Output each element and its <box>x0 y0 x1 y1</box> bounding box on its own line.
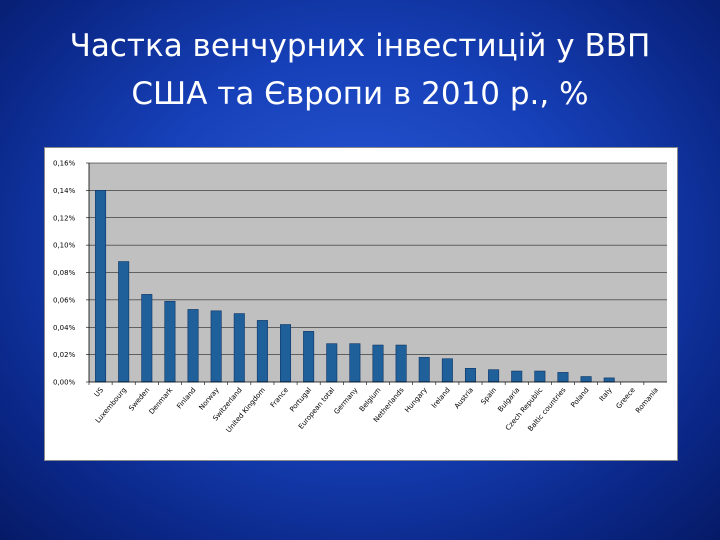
y-tick-label: 0,08% <box>53 269 76 277</box>
bar-baltic-countries <box>557 372 569 383</box>
bar-bulgaria <box>511 370 523 383</box>
bar-finland <box>187 309 199 383</box>
y-tick-label: 0,12% <box>53 214 76 222</box>
y-tick-label: 0,04% <box>53 324 76 332</box>
bar-luxembourg <box>118 261 130 383</box>
x-category-label: US <box>93 386 106 399</box>
x-category-label: Hungary <box>403 386 428 414</box>
bar-european-total <box>326 343 338 383</box>
x-category-label: Romania <box>634 386 660 415</box>
bar-portugal <box>303 331 315 383</box>
bar-chart: 0,00% 0,02% 0,04% 0,06% 0,08% 0,10% 0,12% 0,14%… <box>53 160 667 434</box>
x-category-label: Sweden <box>127 386 151 412</box>
bar-switzerland <box>233 313 245 383</box>
slide-title-line-2: США та Європи в 2010 р., % <box>131 76 589 112</box>
slide-title: Частка венчурних інвестицій у ВВП США та… <box>0 22 720 118</box>
y-tick-label: 0,14% <box>53 187 76 195</box>
slide-title-line-1: Частка венчурних інвестицій у ВВП <box>69 28 651 64</box>
y-axis-ticks: 0,00% 0,02% 0,04% 0,06% 0,08% 0,10% 0,12% 0,14%… <box>53 160 89 387</box>
x-category-label: Ireland <box>430 386 452 410</box>
bar-czech-republic <box>534 370 546 383</box>
bar-austria <box>464 368 476 383</box>
x-category-label: Spain <box>479 386 498 406</box>
x-category-label: Germany <box>333 386 360 416</box>
y-tick-label: 0,02% <box>53 351 76 359</box>
x-category-label: Greece <box>615 386 637 410</box>
chart-panel: 0,00% 0,02% 0,04% 0,06% 0,08% 0,10% 0,12% 0,14%… <box>44 147 678 461</box>
bar-ireland <box>441 358 453 383</box>
x-category-label: Austria <box>453 386 475 410</box>
y-tick-label: 0,06% <box>53 296 76 304</box>
y-tick-label: 0,00% <box>53 379 76 387</box>
x-category-label: Italy <box>598 386 614 403</box>
bar-spain <box>488 369 500 383</box>
x-category-label: Denmark <box>148 385 175 416</box>
y-tick-label: 0,10% <box>53 242 76 250</box>
bar-sweden <box>141 294 153 383</box>
bar-united-kingdom <box>256 320 268 383</box>
bar-netherlands <box>395 344 407 383</box>
bar-germany <box>349 343 361 383</box>
bar-hungary <box>418 357 430 383</box>
y-tick-label: 0,16% <box>53 160 76 168</box>
x-category-label: Finland <box>175 386 197 410</box>
x-category-label: France <box>269 386 290 409</box>
bar-belgium <box>372 344 384 383</box>
bar-denmark <box>164 300 176 383</box>
bar-norway <box>210 310 222 383</box>
bar-italy <box>603 377 615 383</box>
x-category-label: Poland <box>569 386 590 409</box>
gridlines <box>89 162 667 355</box>
x-category-label: Norway <box>197 386 220 411</box>
bar-poland <box>580 376 592 383</box>
bar-us <box>95 190 107 383</box>
bar-france <box>280 324 292 383</box>
